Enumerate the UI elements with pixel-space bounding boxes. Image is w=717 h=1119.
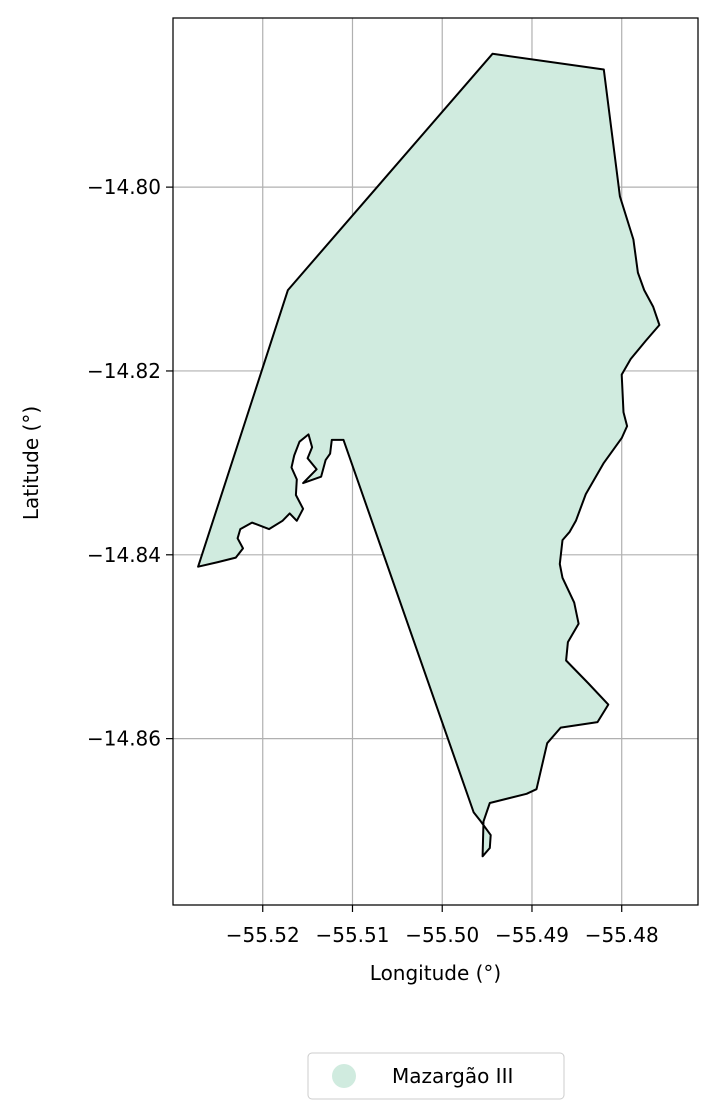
x-tick-label: −55.49 xyxy=(495,923,569,947)
legend-frame xyxy=(307,1052,565,1100)
polygon-layer xyxy=(197,52,661,858)
region-polygon xyxy=(197,52,661,858)
y-tick-label: −14.86 xyxy=(87,727,161,751)
plot-frame xyxy=(172,17,699,906)
x-tick-label: −55.48 xyxy=(585,923,659,947)
y-tick-label: −14.84 xyxy=(87,543,161,567)
legend-label: Mazargão III xyxy=(392,1064,513,1088)
y-axis-label: Latitude (°) xyxy=(19,406,43,520)
legend-swatch xyxy=(332,1064,356,1088)
x-tick-label: −55.51 xyxy=(315,923,389,947)
legend: Mazargão III xyxy=(307,1052,565,1100)
y-tick-label: −14.80 xyxy=(87,175,161,199)
y-tick-label: −14.82 xyxy=(87,359,161,383)
x-axis-label: Longitude (°) xyxy=(370,961,501,985)
x-tick-label: −55.52 xyxy=(226,923,300,947)
x-tick-label: −55.50 xyxy=(405,923,479,947)
ticks: −55.52 −55.51 −55.50 −55.49 −55.48 −14.80 −14.… xyxy=(87,175,659,947)
